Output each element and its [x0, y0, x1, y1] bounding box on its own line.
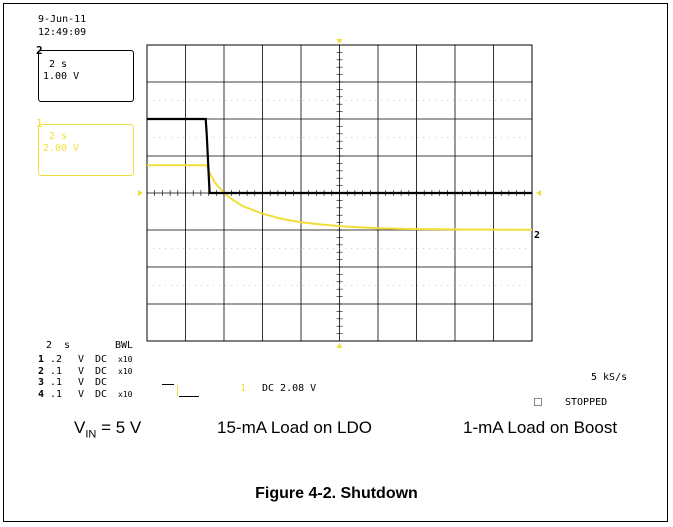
channel-probe: x10 [118, 366, 132, 377]
trigger-marker-black [162, 384, 174, 385]
channel-number: 2 [38, 366, 44, 377]
trigger-level-right-icon [536, 190, 541, 196]
caption-vin-subscript: IN [85, 428, 96, 440]
channel-volts-per-div: .1 [50, 377, 62, 388]
caption-ldo-load: 15-mA Load on LDO [217, 418, 372, 438]
trigger-level: DC 2.08 V [262, 383, 316, 394]
trigger-marker-yellow [177, 385, 178, 396]
ch2-reference-marker: 2 [534, 230, 540, 241]
channel-number: 3 [38, 377, 44, 388]
channel-probe: x10 [118, 354, 132, 365]
channel-number: 4 [38, 389, 44, 400]
caption-vin-value: = 5 V [96, 418, 141, 437]
channel-number: 1 [38, 354, 44, 365]
channel-coupling: DC [95, 366, 107, 377]
figure-title: Figure 4-2. Shutdown [0, 485, 673, 503]
channel-volts-per-div: .1 [50, 366, 62, 377]
acquisition-status: STOPPED [565, 397, 607, 408]
channel-volts-per-div: .2 [50, 354, 62, 365]
stopped-indicator-icon [534, 398, 542, 406]
caption-boost-load: 1-mA Load on Boost [463, 418, 617, 438]
trigger-position-bottom-icon [337, 343, 343, 348]
caption-vin-v: V [74, 418, 85, 437]
timebase-label: 2 s [46, 340, 70, 351]
bwl-label: BWL [115, 340, 133, 351]
trigger-channel: 1 [240, 383, 246, 394]
channel-coupling: DC [95, 389, 107, 400]
caption-vin: VIN = 5 V [74, 418, 141, 440]
channel-unit: V [78, 354, 84, 365]
channel-unit: V [78, 366, 84, 377]
channel-unit: V [78, 377, 84, 388]
channel-unit: V [78, 389, 84, 400]
trigger-level-left-icon [138, 190, 143, 196]
channel-coupling: DC [95, 354, 107, 365]
trigger-marker-baseline [179, 396, 199, 397]
channel-volts-per-div: .1 [50, 389, 62, 400]
trigger-position-top-icon [337, 39, 343, 44]
channel-probe: x10 [118, 389, 132, 400]
channel-coupling: DC [95, 377, 107, 388]
sample-rate: 5 kS/s [591, 372, 627, 383]
